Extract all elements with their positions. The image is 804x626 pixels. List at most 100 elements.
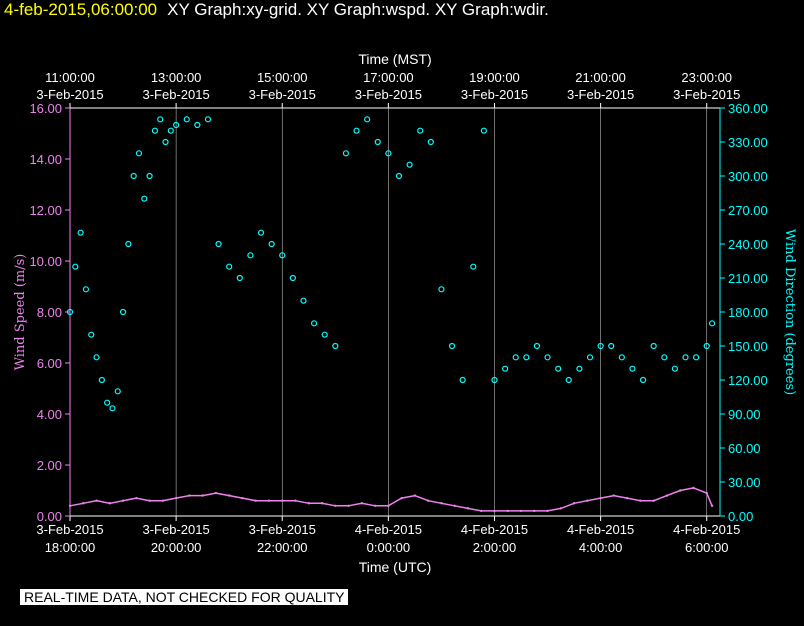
wind-speed-point: [281, 499, 284, 502]
wind-direction-point: [671, 365, 678, 372]
wind-speed-point: [174, 496, 178, 500]
wind-direction-point: [629, 365, 636, 372]
x-tick-time: 18:00:00: [45, 540, 96, 555]
wind-direction-point: [183, 116, 190, 123]
wind-direction-point: [502, 365, 509, 372]
wind-speed-point: [440, 502, 443, 505]
wind-direction-point: [82, 286, 90, 293]
wind-direction-point: [491, 376, 498, 384]
right-tick-label: 150.00: [728, 339, 768, 354]
wind-speed-point: [572, 502, 576, 505]
wind-direction-point: [480, 127, 487, 134]
left-tick-label: 14.00: [29, 152, 62, 167]
wind-direction-point: [406, 161, 413, 168]
wind-direction-point: [157, 116, 164, 123]
wind-direction-point: [300, 297, 307, 304]
x-tick-date: 4-Feb-2015: [567, 522, 634, 537]
wind-direction-point: [650, 342, 657, 350]
x-tick-time: 4:00:00: [579, 540, 622, 555]
wind-speed-point: [68, 504, 72, 507]
wind-speed-point: [533, 509, 536, 513]
wind-direction-point: [204, 116, 212, 123]
wind-direction-point: [555, 365, 562, 372]
chart-header: 4-feb-2015,06:00:00 XY Graph:xy-grid. XY …: [4, 0, 549, 20]
top-tick-time: 23:00:00: [681, 70, 732, 85]
x-tick-time: 2:00:00: [473, 540, 516, 555]
x-tick-time: 20:00:00: [151, 540, 202, 555]
wind-direction-point: [88, 331, 95, 338]
wind-direction-point: [135, 150, 143, 157]
right-tick-label: 300.00: [728, 169, 768, 184]
x-tick-time: 6:00:00: [685, 540, 728, 555]
x-tick-date: 3-Feb-2015: [36, 522, 103, 537]
top-tick-time: 17:00:00: [363, 70, 414, 85]
wind-direction-point: [395, 172, 403, 180]
left-tick-label: 0.00: [37, 509, 62, 524]
wind-speed-point: [121, 499, 125, 502]
wind-direction-point: [130, 172, 137, 180]
wind-speed-point: [360, 502, 364, 505]
wind-speed-point: [82, 502, 85, 505]
x-tick-date: 4-Feb-2015: [461, 522, 528, 537]
wind-speed-point: [692, 486, 695, 490]
wind-direction-point: [364, 116, 371, 123]
wind-direction-point: [576, 365, 583, 372]
top-tick-date: 3-Feb-2015: [143, 87, 210, 102]
wind-direction-point: [661, 354, 668, 361]
top-tick-time: 11:00:00: [45, 70, 95, 85]
top-tick-time: 21:00:00: [575, 70, 626, 85]
top-tick-date: 3-Feb-2015: [461, 87, 528, 102]
right-tick-label: 30.00: [728, 475, 761, 490]
wind-direction-point: [226, 263, 233, 270]
x-tick-time: 0:00:00: [367, 540, 410, 555]
wind-direction-point: [332, 342, 339, 350]
plot-frame: [69, 107, 721, 517]
disclaimer-banner: REAL-TIME DATA, NOT CHECKED FOR QUALITY: [20, 589, 349, 605]
wind-direction-point: [565, 376, 572, 384]
wind-direction-point: [236, 274, 243, 282]
right-tick-label: 120.00: [728, 373, 768, 388]
wind-direction-point: [141, 195, 148, 202]
wind-speed-point: [227, 494, 231, 497]
wind-speed-point: [148, 499, 151, 502]
wind-speed-point: [480, 509, 483, 513]
wind-speed-point: [710, 504, 714, 507]
wind-direction-point: [98, 376, 105, 384]
wind-speed-point: [652, 499, 655, 502]
wind-speed-point: [705, 491, 708, 495]
wind-direction-point: [459, 376, 466, 384]
right-tick-label: 210.00: [728, 271, 768, 286]
top-tick-date: 3-Feb-2015: [249, 87, 316, 102]
wind-direction-point: [438, 286, 445, 293]
wind-direction-point: [104, 399, 111, 406]
wind-speed-point: [347, 504, 350, 507]
right-tick-label: 180.00: [728, 305, 768, 320]
wind-direction-point: [114, 388, 121, 395]
header-titles: XY Graph:xy-grid. XY Graph:wspd. XY Grap…: [167, 0, 549, 19]
left-tick-label: 10.00: [29, 254, 62, 269]
wind-speed-point: [426, 499, 430, 502]
left-tick-label: 8.00: [37, 305, 62, 320]
left-tick-label: 6.00: [37, 356, 62, 371]
wind-speed-line: [69, 487, 713, 512]
wind-direction-point: [639, 376, 647, 384]
wind-direction-point: [385, 150, 392, 157]
top-tick-time: 13:00:00: [151, 70, 202, 85]
wind-direction-point: [289, 274, 296, 282]
x-tick-time: 22:00:00: [257, 540, 308, 555]
wind-speed-point: [639, 499, 642, 502]
wind-speed-point: [665, 494, 669, 497]
wind-speed-point: [413, 494, 417, 497]
top-tick-date: 3-Feb-2015: [673, 87, 740, 102]
top-tick-time: 19:00:00: [469, 70, 520, 85]
wind-direction-point: [586, 354, 594, 361]
wind-direction-point: [279, 252, 286, 259]
right-tick-label: 0.00: [728, 509, 753, 524]
wind-direction-point: [342, 150, 350, 157]
right-tick-label: 330.00: [728, 135, 768, 150]
right-tick-label: 90.00: [728, 407, 761, 422]
wind-speed-point: [506, 509, 509, 513]
wind-direction-point: [533, 342, 541, 350]
wind-direction-point: [427, 138, 434, 146]
top-tick-date: 3-Feb-2015: [355, 87, 422, 102]
